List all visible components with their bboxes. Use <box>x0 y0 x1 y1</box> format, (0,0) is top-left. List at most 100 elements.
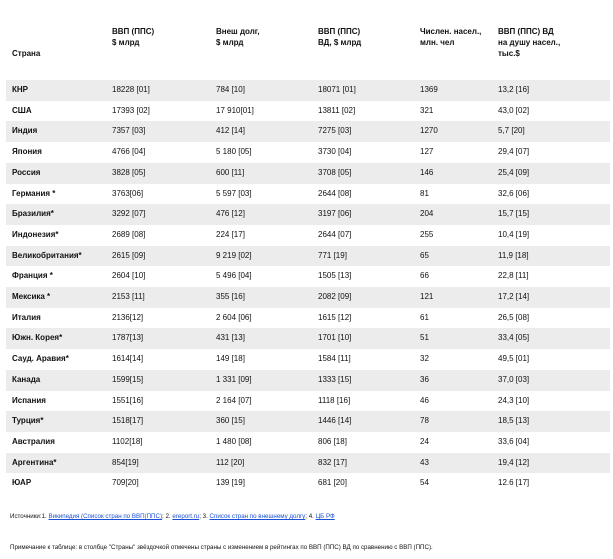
value-cell: 784 [10] <box>210 80 312 101</box>
sources-sep-2: ; 2. <box>162 513 173 520</box>
country-cell: Мексика * <box>6 287 106 308</box>
value-cell: 29,4 [07] <box>498 147 530 157</box>
value-cell: 431 [13] <box>210 328 312 350</box>
value-cell: 1 480 [08] <box>216 436 252 446</box>
table-row: Россия 3828 [05] 600 [11] 3708 [05] 146 25,4 … <box>6 162 610 184</box>
column-header-line: $ млрд <box>216 38 244 47</box>
column-header: Страна <box>6 26 106 80</box>
value-cell: 1505 [13] <box>318 271 352 281</box>
value-cell: 19,4 [12] <box>492 452 610 474</box>
sources-prefix: Источники:1. <box>10 513 49 520</box>
value-cell: 204 <box>414 204 492 225</box>
value-cell: 3763[06] <box>112 188 144 198</box>
country-cell: Индия <box>6 121 106 143</box>
gdp-table: Страна ВВП (ППС) $ млрд Внеш долг, $ млрд ВВП… <box>6 26 610 494</box>
country-cell: Италия <box>12 312 41 322</box>
value-cell: 61 <box>420 312 429 322</box>
value-cell: 854[19] <box>106 452 210 474</box>
value-cell: 11,9 [18] <box>492 245 610 267</box>
table-row: Германия * 3763[06] 5 597 [03] 2644 [08] 81 3… <box>6 184 610 205</box>
value-cell: 146 <box>414 162 492 184</box>
value-cell: 1614[14] <box>112 354 144 364</box>
value-cell: 149 [18] <box>216 354 245 364</box>
value-cell: 2153 [11] <box>106 287 210 308</box>
value-cell: 24,3 [10] <box>498 395 530 405</box>
value-cell: 5 597 [03] <box>216 188 252 198</box>
value-cell: 1102[18] <box>112 436 143 446</box>
value-cell: 17393 [02] <box>112 105 150 115</box>
table-note: Примечание к таблице: в столбце "Страны"… <box>10 544 433 551</box>
value-cell: 24 <box>420 436 429 446</box>
source-link-external-debt[interactable]: Список стран по внешнему долгу <box>209 513 306 520</box>
value-cell: 412 [14] <box>210 121 312 143</box>
source-link-cbr[interactable]: ЦБ РФ <box>315 513 335 520</box>
value-cell: 127 <box>420 147 434 157</box>
value-cell: 33,6 [04] <box>498 436 530 446</box>
column-header-line: ВВП (ППС) ВД <box>498 27 554 36</box>
value-cell: 10,4 [19] <box>498 229 530 239</box>
source-link-ereport[interactable]: ereport.ru <box>172 513 200 520</box>
value-cell: 33,4 [05] <box>492 328 610 350</box>
value-cell: 1446 [14] <box>312 411 414 432</box>
value-cell: 17,2 [14] <box>492 287 610 308</box>
column-header-line: $ млрд <box>112 38 140 47</box>
value-cell: 1701 [10] <box>312 328 414 350</box>
value-cell: 9 219 [02] <box>210 245 312 267</box>
value-cell: 360 [15] <box>210 411 312 432</box>
value-cell: 3197 [06] <box>312 204 414 225</box>
value-cell: 3730 [04] <box>318 147 352 157</box>
sources-sep-4: ; 4. <box>305 513 316 520</box>
source-link-wikipedia[interactable]: Википедия (Список стран по ВВП(ППС) <box>48 513 163 520</box>
value-cell: 771 [19] <box>312 245 414 267</box>
country-cell: Канада <box>6 369 106 391</box>
value-cell: 2136[12] <box>112 312 144 322</box>
table-row: Индонезия* 2689 [08] 224 [17] 2644 [07] 255 1… <box>6 225 610 246</box>
value-cell: 51 <box>414 328 492 350</box>
table-row: Сауд. Аравия* 1614[14] 149 [18] 1584 [11] 32… <box>6 349 610 370</box>
value-cell: 2604 [10] <box>112 271 146 281</box>
country-cell: Бразилия* <box>6 204 106 225</box>
sources-line: Источники:1. Википедия (Список стран по … <box>10 513 335 520</box>
table-row: Мексика * 2153 [11] 355 [16] 2082 [09] 121 17… <box>6 287 610 308</box>
table-row: КНР 18228 [01] 784 [10] 18071 [01] 1369 13,2 … <box>6 80 610 101</box>
value-cell: 25,4 [09] <box>492 162 610 184</box>
value-cell: 1518[17] <box>106 411 210 432</box>
country-cell: Россия <box>6 162 106 184</box>
country-cell: Австралия <box>12 436 55 446</box>
value-cell: 54 <box>420 478 429 488</box>
value-cell: 1787[13] <box>106 328 210 350</box>
country-cell: ЮАР <box>12 478 32 488</box>
value-cell: 18228 [01] <box>106 80 210 101</box>
table-row: Аргентина* 854[19] 112 [20] 832 [17] 43 19,4 … <box>6 452 610 474</box>
country-cell: Турция* <box>6 411 106 432</box>
value-cell: 1118 [16] <box>318 395 351 405</box>
country-cell: Южн. Корея* <box>6 328 106 350</box>
value-cell: 4766 [04] <box>112 147 146 157</box>
table-row: Турция* 1518[17] 360 [15] 1446 [14] 78 18,5 [… <box>6 411 610 432</box>
value-cell: 26,5 [08] <box>498 312 530 322</box>
table-row: Италия 2136[12] 2 604 [06] 1615 [12] 61 26,5 … <box>6 308 610 329</box>
value-cell: 121 <box>414 287 492 308</box>
value-cell: 7275 [03] <box>312 121 414 143</box>
table-row: Австралия 1102[18] 1 480 [08] 806 [18] 24 33,… <box>6 432 610 453</box>
value-cell: 3292 [07] <box>106 204 210 225</box>
column-header-line: ВВП (ППС) <box>112 27 155 36</box>
value-cell: 1551[16] <box>112 395 144 405</box>
value-cell: 1599[15] <box>106 369 210 391</box>
country-cell: Великобритания* <box>6 245 106 267</box>
value-cell: 32,6 [06] <box>498 188 530 198</box>
country-cell: Япония <box>12 147 42 157</box>
sources-sep-3: ; 3. <box>199 513 210 520</box>
column-header-line: млн. чел <box>420 38 455 47</box>
value-cell: 255 <box>420 229 434 239</box>
value-cell: 37,0 [03] <box>492 369 610 391</box>
value-cell: 806 [18] <box>318 436 347 446</box>
country-cell: США <box>12 105 32 115</box>
value-cell: 43,0 [02] <box>498 105 530 115</box>
value-cell: 12.6 [17] <box>498 478 530 488</box>
table-body: КНР 18228 [01] 784 [10] 18071 [01] 1369 13,2 … <box>6 80 610 494</box>
value-cell: 321 <box>420 105 434 115</box>
value-cell: 2615 [09] <box>106 245 210 267</box>
table-row: Южн. Корея* 1787[13] 431 [13] 1701 [10] 51 33… <box>6 328 610 350</box>
table-row: Великобритания* 2615 [09] 9 219 [02] 771 [1… <box>6 245 610 267</box>
